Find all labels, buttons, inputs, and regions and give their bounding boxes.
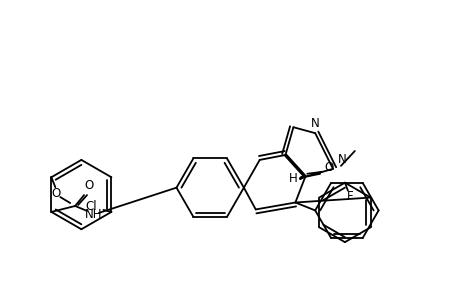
Text: F: F: [346, 190, 353, 203]
Text: H: H: [288, 172, 297, 185]
Text: Cl: Cl: [86, 200, 97, 214]
Text: O: O: [84, 179, 94, 192]
Text: NH: NH: [85, 208, 102, 221]
Text: N: N: [310, 117, 319, 130]
Text: O: O: [324, 161, 333, 174]
Text: O: O: [51, 187, 61, 200]
Text: N: N: [337, 153, 346, 166]
